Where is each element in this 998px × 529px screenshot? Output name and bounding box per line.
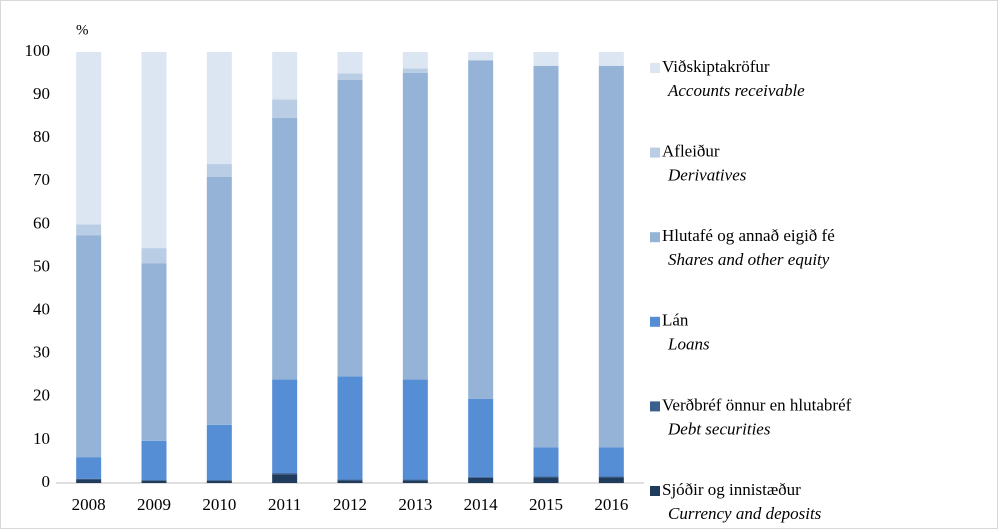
x-tick-label: 2012 (333, 495, 367, 514)
bar-segment (337, 376, 363, 480)
bar-segment (402, 379, 428, 480)
bar-segment (206, 164, 232, 177)
bar-segment (141, 52, 167, 249)
bar-segment (468, 398, 494, 477)
y-tick-label: 100 (25, 41, 51, 60)
legend-swatch (650, 147, 660, 158)
bar-segment (206, 480, 232, 483)
bar-segment (468, 59, 494, 61)
x-tick-label: 2009 (137, 495, 171, 514)
bar-segment (468, 52, 494, 60)
legend-swatch (650, 486, 660, 496)
bar-segment (141, 440, 167, 480)
y-tick-label: 60 (33, 213, 50, 232)
bar-segment (141, 479, 167, 481)
legend-label: Lán (662, 311, 689, 330)
bar-segment (533, 447, 559, 477)
bar-segment (402, 479, 428, 481)
y-tick-label: 80 (33, 127, 50, 146)
legend-swatch (650, 401, 660, 412)
x-tick-label: 2016 (594, 495, 628, 514)
bar-segment (468, 60, 494, 399)
y-tick-label: 90 (33, 84, 50, 103)
bar-segment (141, 480, 167, 483)
bar-segment (533, 65, 559, 448)
bar-segment (272, 52, 298, 100)
x-tick-label: 2015 (529, 495, 563, 514)
bar-segment (337, 480, 363, 483)
legend-label: Sjóðir og innistæður (662, 480, 801, 499)
legend-label: Verðbréf önnur en hlutabréf (662, 395, 852, 414)
x-tick-label: 2008 (72, 495, 106, 514)
bar-segment (598, 447, 624, 477)
y-unit: % (76, 22, 89, 38)
y-tick-label: 0 (42, 472, 51, 491)
bar-segment (76, 52, 102, 225)
legend-label-en: Currency and deposits (668, 504, 822, 523)
bar-segment (598, 65, 624, 448)
bar-segment (402, 72, 428, 380)
bar-segment (272, 117, 298, 380)
x-tick-label: 2014 (464, 495, 499, 514)
legend-swatch (650, 232, 660, 243)
legend-label: Hlutafé og annað eigið fé (662, 226, 835, 245)
bar-segment (272, 474, 298, 483)
bar-segment (337, 73, 363, 81)
bar-segment (272, 473, 298, 475)
bar-segment (272, 379, 298, 474)
bar-segment (76, 479, 102, 483)
legend-label-en: Derivatives (667, 166, 747, 185)
bar-segment (76, 478, 102, 480)
bar-segment (206, 424, 232, 480)
bar-segment (533, 476, 559, 478)
y-tick-label: 30 (33, 343, 50, 362)
legend-label-en: Debt securities (667, 419, 771, 438)
legend-swatch (650, 316, 660, 327)
bar-segment (337, 52, 363, 74)
bar-segment (206, 52, 232, 165)
y-tick-label: 10 (33, 429, 50, 448)
bar-segment (272, 99, 298, 118)
x-tick-label: 2011 (268, 495, 301, 514)
bar-segment (402, 480, 428, 483)
y-tick-label: 20 (33, 386, 50, 405)
legend-label-en: Shares and other equity (668, 250, 830, 269)
bar-segment (76, 457, 102, 479)
y-tick-label: 40 (33, 300, 50, 319)
bar-segment (598, 477, 624, 483)
bar-segment (337, 479, 363, 481)
x-tick-label: 2010 (202, 495, 236, 514)
legend-label: Viðskiptakröfur (662, 57, 770, 76)
bar-segment (468, 476, 494, 478)
bar-segment (468, 477, 494, 483)
bar-segment (533, 477, 559, 483)
bar-segment (206, 479, 232, 481)
bar-segment (402, 68, 428, 73)
x-tick-label: 2013 (398, 495, 432, 514)
legend-label-en: Loans (667, 335, 710, 354)
y-tick-label: 50 (33, 256, 50, 275)
bar-segment (402, 52, 428, 69)
bar-segment (598, 52, 624, 66)
legend-label: Afleiður (662, 142, 720, 161)
bar-segment (141, 248, 167, 264)
bar-segment (533, 52, 559, 66)
bar-segment (598, 476, 624, 478)
bar-segment (206, 176, 232, 425)
legend-swatch (650, 63, 660, 73)
legend-label-en: Accounts receivable (667, 81, 805, 100)
bar-segment (76, 224, 102, 236)
y-tick-label: 70 (33, 170, 50, 189)
bar-segment (141, 263, 167, 441)
bar-segment (337, 80, 363, 377)
bar-segment (76, 235, 102, 458)
